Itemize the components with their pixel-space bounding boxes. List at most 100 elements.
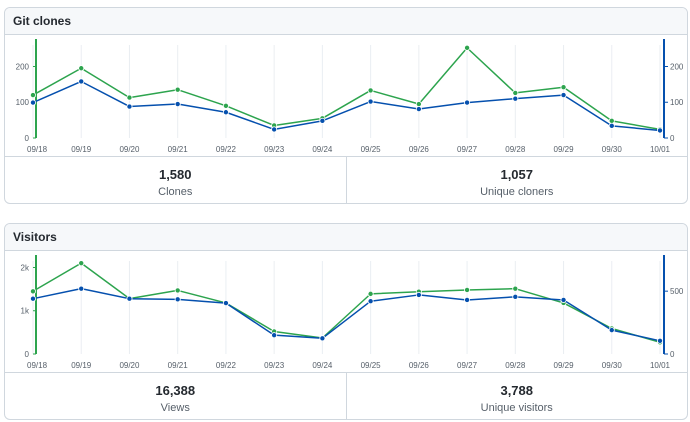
unique-cloners-stat: 1,057 Unique cloners — [345, 157, 688, 203]
data-point[interactable] — [78, 65, 85, 72]
x-tick-label: 09/19 — [71, 145, 92, 154]
clones-label: Clones — [158, 186, 193, 198]
right-axis-tick-label: 100 — [670, 98, 684, 107]
x-tick-label: 09/23 — [264, 361, 285, 370]
x-tick-label: 09/20 — [119, 145, 140, 154]
data-point[interactable] — [222, 102, 229, 109]
unique-visitors-count: 3,788 — [500, 383, 534, 398]
data-point[interactable] — [174, 101, 181, 108]
data-point[interactable] — [608, 117, 615, 124]
views-count: 16,388 — [155, 383, 196, 398]
unique-visitors-stat: 3,788 Unique visitors — [345, 373, 688, 419]
data-point[interactable] — [367, 290, 374, 297]
data-point[interactable] — [174, 287, 181, 294]
data-point[interactable] — [29, 99, 36, 106]
left-axis-tick-label: 200 — [16, 62, 30, 71]
data-point[interactable] — [29, 295, 36, 302]
data-point[interactable] — [222, 300, 229, 307]
left-axis-tick-label: 2k — [21, 263, 30, 272]
data-point[interactable] — [560, 92, 567, 99]
x-tick-label: 09/24 — [312, 145, 333, 154]
series-line-unique — [32, 80, 661, 132]
series-line-total — [32, 47, 661, 131]
visitors-title: Visitors — [5, 224, 687, 251]
data-point[interactable] — [464, 44, 471, 51]
unique-cloners-label: Unique cloners — [480, 186, 554, 198]
left-axis-tick-label: 100 — [16, 98, 30, 107]
clones-stat: 1,580 Clones — [5, 157, 346, 203]
data-point[interactable] — [367, 98, 374, 105]
x-tick-label: 09/25 — [361, 361, 382, 370]
data-point[interactable] — [464, 286, 471, 293]
unique-visitors-label: Unique visitors — [480, 402, 553, 414]
visitors-stats: 16,388 Views 3,788 Unique visitors — [5, 372, 688, 419]
visitors-chart: 09/18 09/19 09/20 09/21 09/22 09/23 09/24 09/25… — [21, 255, 684, 370]
data-point[interactable] — [512, 95, 519, 102]
series-line-unique — [32, 287, 661, 342]
x-tick-label: 10/01 — [650, 145, 671, 154]
data-point[interactable] — [415, 291, 422, 298]
data-point[interactable] — [560, 84, 567, 91]
x-tick-label: 09/22 — [216, 361, 237, 370]
left-axis-tick-label: 0 — [25, 134, 30, 143]
data-point[interactable] — [608, 122, 615, 129]
git-clones-chart: 09/18 09/19 09/20 09/21 09/22 09/23 09/24 09/25… — [16, 39, 684, 154]
right-axis-tick-label: 0 — [670, 134, 675, 143]
right-axis-tick-label: 500 — [670, 287, 684, 296]
views-stat: 16,388 Views — [5, 373, 346, 419]
data-point[interactable] — [126, 103, 133, 110]
data-point[interactable] — [657, 337, 664, 344]
data-point[interactable] — [29, 92, 36, 99]
git-clones-panel: Git clones 09/18 09/19 09/20 09/21 09/22 09/2… — [4, 7, 688, 204]
x-tick-label: 09/25 — [361, 145, 382, 154]
data-point[interactable] — [78, 78, 85, 85]
x-tick-label: 09/30 — [602, 145, 623, 154]
data-point[interactable] — [415, 106, 422, 113]
data-point[interactable] — [560, 296, 567, 303]
data-point[interactable] — [29, 288, 36, 295]
data-point[interactable] — [512, 89, 519, 96]
x-tick-label: 09/20 — [119, 361, 140, 370]
x-tick-label: 09/27 — [457, 145, 478, 154]
data-point[interactable] — [319, 117, 326, 124]
right-axis-tick-label: 0 — [670, 350, 675, 359]
data-point[interactable] — [319, 335, 326, 342]
data-point[interactable] — [222, 109, 229, 116]
x-tick-label: 09/22 — [216, 145, 237, 154]
data-point[interactable] — [367, 298, 374, 305]
x-tick-label: 09/19 — [71, 361, 92, 370]
data-point[interactable] — [126, 295, 133, 302]
data-point[interactable] — [367, 87, 374, 94]
right-axis-tick-label: 200 — [670, 62, 684, 71]
x-tick-label: 09/21 — [168, 361, 189, 370]
data-point[interactable] — [512, 285, 519, 292]
data-point[interactable] — [174, 296, 181, 303]
data-point[interactable] — [126, 94, 133, 101]
data-point[interactable] — [174, 86, 181, 93]
x-tick-label: 09/18 — [27, 145, 48, 154]
x-tick-label: 09/30 — [602, 361, 623, 370]
x-tick-label: 09/28 — [505, 361, 526, 370]
x-tick-label: 10/01 — [650, 361, 671, 370]
unique-cloners-count: 1,057 — [500, 167, 534, 182]
data-point[interactable] — [415, 101, 422, 108]
data-point[interactable] — [512, 293, 519, 300]
data-point[interactable] — [271, 126, 278, 133]
left-axis-tick-label: 0 — [25, 350, 30, 359]
git-clones-title: Git clones — [5, 8, 687, 35]
data-point[interactable] — [608, 327, 615, 334]
x-tick-label: 09/18 — [27, 361, 48, 370]
data-point[interactable] — [271, 332, 278, 339]
x-tick-label: 09/26 — [409, 145, 430, 154]
x-tick-label: 09/26 — [409, 361, 430, 370]
x-tick-label: 09/23 — [264, 145, 285, 154]
visitors-panel: Visitors 09/18 09/19 09/20 09/21 09/22 09/23 0… — [4, 223, 688, 420]
data-point[interactable] — [464, 296, 471, 303]
data-point[interactable] — [657, 127, 664, 134]
data-point[interactable] — [78, 285, 85, 292]
x-tick-label: 09/21 — [168, 145, 189, 154]
left-axis-tick-label: 1k — [21, 307, 30, 316]
data-point[interactable] — [78, 260, 85, 267]
views-label: Views — [160, 402, 190, 414]
data-point[interactable] — [464, 99, 471, 106]
